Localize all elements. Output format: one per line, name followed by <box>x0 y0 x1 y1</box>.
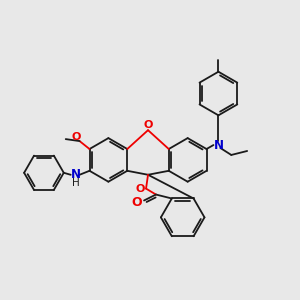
Text: N: N <box>70 168 81 181</box>
Text: H: H <box>72 178 80 188</box>
Text: O: O <box>143 120 153 130</box>
Text: O: O <box>135 184 145 194</box>
Text: O: O <box>132 196 142 209</box>
Text: N: N <box>213 139 224 152</box>
Text: O: O <box>72 132 81 142</box>
